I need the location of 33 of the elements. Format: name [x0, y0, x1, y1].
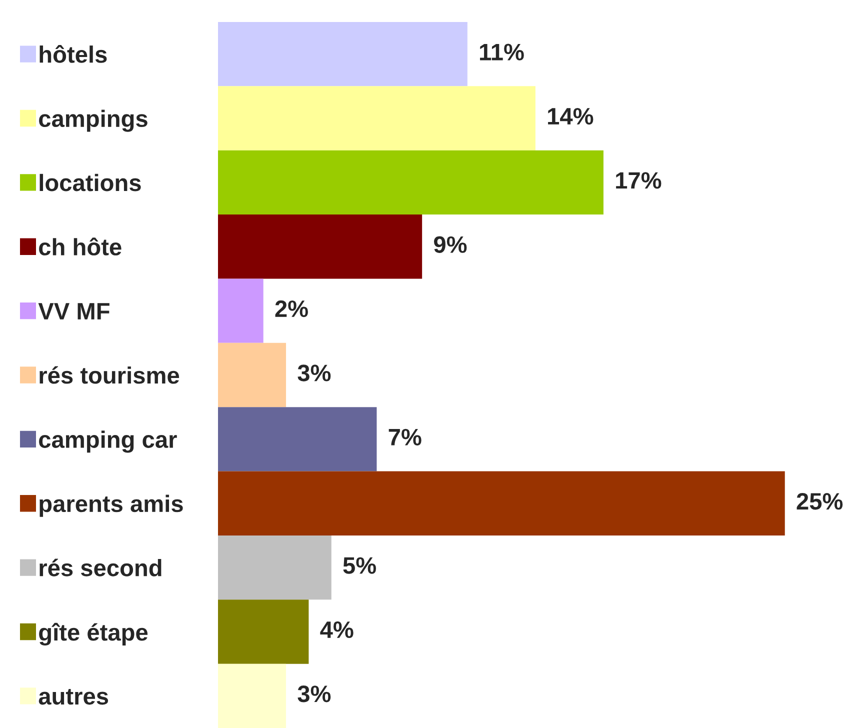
bar — [218, 342, 286, 408]
y-tick-label: autres — [38, 689, 108, 705]
data-label: 4% — [320, 621, 354, 638]
y-tick-label: campings — [39, 110, 148, 132]
bar — [218, 214, 422, 279]
y-tick-label: parents amis — [40, 494, 183, 517]
data-label: 2% — [275, 300, 308, 318]
data-label: 9% — [434, 236, 467, 253]
bar — [218, 150, 604, 215]
y-tick-label: gîte étape — [39, 622, 148, 646]
data-label: 7% — [388, 428, 422, 446]
data-label: 3% — [298, 686, 331, 702]
bar — [218, 664, 286, 728]
data-label: 5% — [343, 557, 376, 574]
bar — [218, 471, 785, 536]
y-tick-label: hôtels — [40, 45, 107, 63]
y-tick-label: rés second — [40, 558, 162, 576]
y-tick-label: VV MF — [38, 303, 110, 320]
data-label: 17% — [616, 172, 662, 189]
y-tick-label: locations — [40, 174, 141, 192]
bar — [218, 535, 332, 600]
data-label: 3% — [298, 364, 331, 382]
y-tick-label: rés tourisme — [40, 366, 180, 384]
data-label: 14% — [548, 108, 594, 125]
data-label: 25% — [796, 492, 843, 510]
bar — [218, 22, 468, 86]
y-tick-label: ch hôte — [39, 238, 122, 256]
y-tick-label: camping car — [39, 430, 177, 453]
bar — [218, 86, 536, 150]
bar — [218, 600, 309, 664]
data-label: 11% — [480, 44, 524, 60]
bar — [218, 278, 264, 343]
bar — [218, 407, 377, 472]
